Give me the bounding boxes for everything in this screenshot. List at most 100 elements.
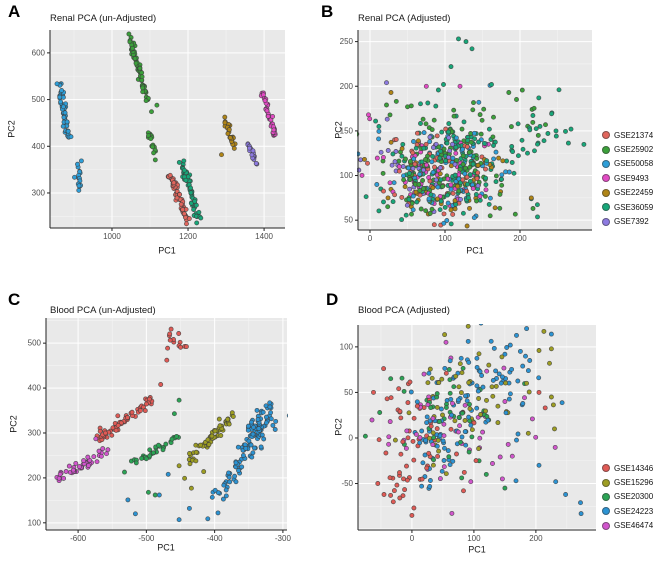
svg-text:100: 100 bbox=[438, 234, 452, 243]
legend-dot-icon bbox=[602, 492, 610, 501]
legend-label: GSE9493 bbox=[614, 173, 649, 183]
legend-item: GSE24223 bbox=[602, 504, 653, 518]
svg-text:100: 100 bbox=[340, 171, 354, 180]
legend-item: GSE36059 bbox=[602, 200, 653, 214]
legend-item: GSE22459 bbox=[602, 186, 653, 200]
legend-label: GSE20300 bbox=[614, 492, 654, 502]
svg-text:500: 500 bbox=[32, 95, 46, 104]
legend-item: GSE20300 bbox=[602, 490, 653, 504]
blood-legend: GSE14346 GSE15296 GSE20300 GSE24223 GSE4… bbox=[602, 461, 653, 533]
svg-text:1400: 1400 bbox=[255, 232, 273, 241]
legend-dot-icon bbox=[602, 521, 610, 530]
svg-text:300: 300 bbox=[28, 428, 42, 437]
svg-text:400: 400 bbox=[28, 384, 42, 393]
grid-minor bbox=[50, 30, 285, 228]
svg-text:0: 0 bbox=[410, 534, 415, 543]
panel-a-ylabel: PC2 bbox=[6, 120, 17, 138]
panel-d-ylabel: PC2 bbox=[333, 418, 344, 436]
svg-text:0: 0 bbox=[349, 433, 354, 442]
panel-label-a: A bbox=[8, 2, 21, 21]
svg-text:200: 200 bbox=[513, 234, 527, 243]
panel-label-c: C bbox=[8, 290, 21, 309]
renal-legend: GSE21374 GSE25902 GSE50058 GSE9493 GSE22… bbox=[602, 128, 653, 229]
svg-text:150: 150 bbox=[340, 126, 354, 135]
panel-b-ylabel: PC2 bbox=[333, 121, 344, 139]
legend-label: GSE25902 bbox=[614, 145, 654, 155]
legend-label: GSE50058 bbox=[614, 159, 654, 169]
svg-text:200: 200 bbox=[529, 534, 543, 543]
legend-dot-icon bbox=[602, 217, 610, 226]
scatter-points bbox=[45, 326, 288, 523]
scatter-points bbox=[362, 324, 584, 518]
axis-ticks: -600 -500 -400 -300 100 200 300 400 500 bbox=[28, 339, 292, 543]
svg-text:-500: -500 bbox=[138, 534, 155, 543]
scatter-panel-D: 0 100 200 -50 0 50 100 bbox=[340, 324, 596, 543]
panel-c-title: Blood PCA (un-Adjusted) bbox=[50, 305, 156, 316]
legend-dot-icon bbox=[602, 507, 610, 516]
axis-ticks: 0 100 200 -50 0 50 100 bbox=[340, 342, 543, 543]
svg-text:200: 200 bbox=[340, 82, 354, 91]
svg-text:250: 250 bbox=[340, 37, 354, 46]
legend-label: GSE14346 bbox=[614, 463, 654, 473]
legend-dot-icon bbox=[602, 188, 610, 197]
svg-text:0: 0 bbox=[368, 234, 373, 243]
panel-label-d: D bbox=[326, 290, 339, 309]
scatter-panel-C: -600 -500 -400 -300 100 200 300 400 500 bbox=[28, 318, 292, 543]
svg-text:300: 300 bbox=[32, 188, 46, 197]
svg-text:-400: -400 bbox=[207, 534, 224, 543]
panel-c-xlabel: PC1 bbox=[157, 542, 175, 553]
grid-major bbox=[358, 325, 596, 530]
legend-item: GSE14346 bbox=[602, 461, 653, 475]
legend-dot-icon bbox=[602, 203, 610, 212]
panel-d-title: Blood PCA (Adjusted) bbox=[358, 305, 450, 316]
svg-text:-50: -50 bbox=[341, 479, 353, 488]
svg-text:400: 400 bbox=[32, 142, 46, 151]
svg-text:200: 200 bbox=[28, 473, 42, 482]
axis-ticks: 1000 1200 1400 300 400 500 600 bbox=[32, 48, 274, 241]
svg-text:-600: -600 bbox=[70, 534, 87, 543]
legend-item: GSE7392 bbox=[602, 214, 653, 228]
svg-text:1200: 1200 bbox=[179, 232, 197, 241]
legend-label: GSE46474 bbox=[614, 521, 654, 531]
legend-dot-icon bbox=[602, 478, 610, 487]
panel-b-title: Renal PCA (Adjusted) bbox=[358, 13, 451, 24]
svg-text:100: 100 bbox=[467, 534, 481, 543]
axis-ticks: 0 100 200 50 100 150 200 250 bbox=[340, 37, 528, 243]
grid-major bbox=[46, 318, 287, 530]
svg-text:100: 100 bbox=[340, 342, 354, 351]
legend-dot-icon bbox=[602, 159, 610, 168]
scatter-points bbox=[54, 31, 278, 227]
legend-label: GSE7392 bbox=[614, 217, 649, 227]
svg-text:600: 600 bbox=[32, 48, 46, 57]
legend-item: GSE9493 bbox=[602, 171, 653, 185]
panel-b-xlabel: PC1 bbox=[466, 245, 484, 256]
svg-text:50: 50 bbox=[344, 388, 353, 397]
scatter-panel-B: 0 100 200 50 100 150 200 250 bbox=[340, 30, 592, 243]
legend-label: GSE22459 bbox=[614, 188, 654, 198]
axes bbox=[357, 30, 592, 231]
legend-dot-icon bbox=[602, 145, 610, 154]
legend-label: GSE21374 bbox=[614, 130, 654, 140]
legend-item: GSE25902 bbox=[602, 142, 653, 156]
panel-a-xlabel: PC1 bbox=[158, 245, 176, 256]
legend-dot-icon bbox=[602, 464, 610, 473]
legend-dot-icon bbox=[602, 131, 610, 140]
panel-c-ylabel: PC2 bbox=[8, 415, 19, 433]
scatter-panel-A: 1000 1200 1400 300 400 500 600 bbox=[32, 30, 285, 241]
legend-label: GSE36059 bbox=[614, 202, 654, 212]
svg-text:50: 50 bbox=[344, 216, 353, 225]
svg-text:1000: 1000 bbox=[103, 232, 121, 241]
grid-major bbox=[50, 30, 285, 228]
axes bbox=[45, 318, 287, 531]
legend-item: GSE46474 bbox=[602, 519, 653, 533]
panel-a-title: Renal PCA (un-Adjusted) bbox=[50, 13, 157, 24]
legend-item: GSE15296 bbox=[602, 475, 653, 489]
axes bbox=[49, 30, 285, 229]
panel-d-xlabel: PC1 bbox=[468, 544, 486, 555]
legend-item: GSE21374 bbox=[602, 128, 653, 142]
legend-label: GSE15296 bbox=[614, 478, 654, 488]
legend-label: GSE24223 bbox=[614, 506, 654, 516]
svg-text:100: 100 bbox=[28, 518, 42, 527]
